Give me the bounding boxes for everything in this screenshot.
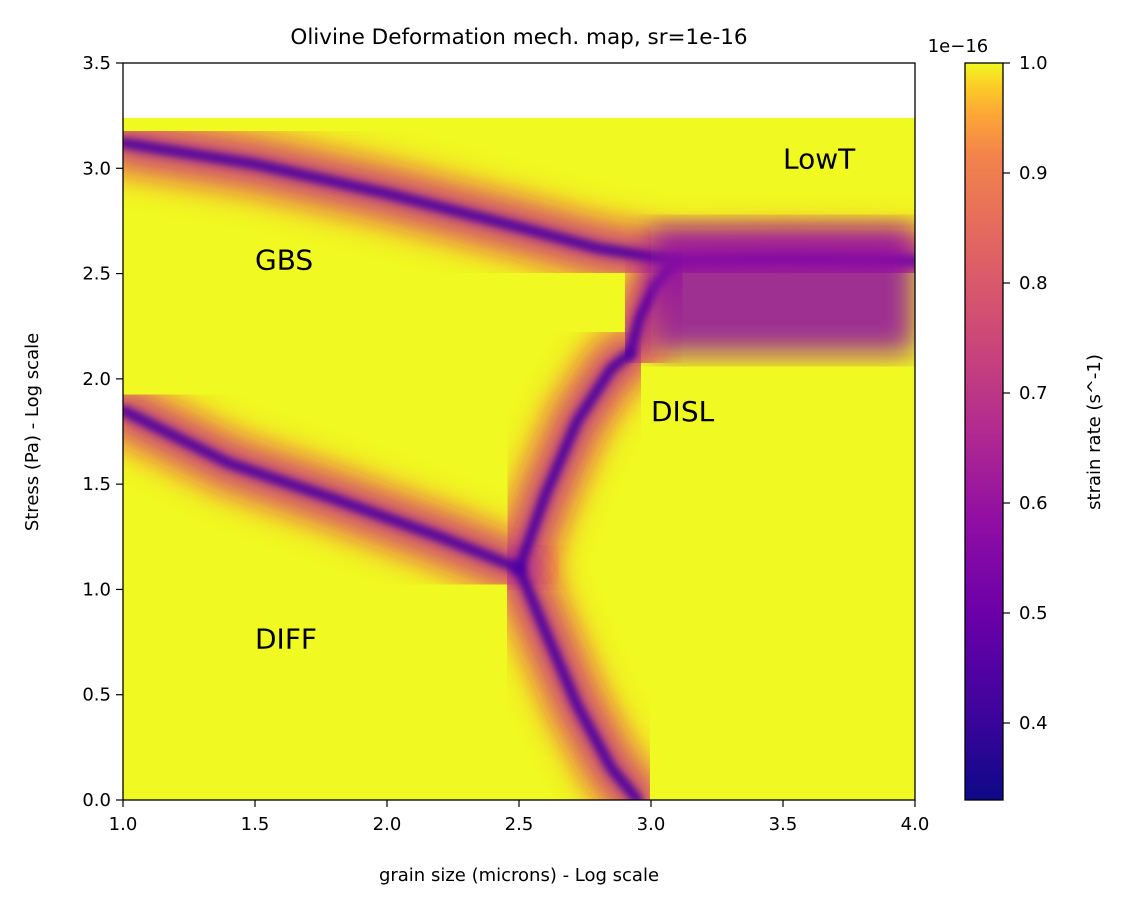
colorbar-gradient [964,62,1004,801]
y-tick-label: 1.5 [82,474,111,495]
region-label-disl: DISL [651,395,715,428]
y-tick-label: 2.5 [82,264,111,285]
y-tick-label: 0.5 [82,685,111,706]
colorbar-tick-label: 0.6 [1019,493,1048,514]
x-tick-label: 3.0 [637,814,666,835]
region-labels: LowT GBS DISL DIFF [255,142,856,655]
x-tick-label: 4.0 [901,814,930,835]
colorbar-tick-label: 0.5 [1019,603,1048,624]
region-label-gbs: GBS [255,243,313,276]
x-tick-label: 2.0 [373,814,402,835]
y-axis: 0.0 0.5 1.0 1.5 2.0 2.5 3.0 3.5 [82,53,123,811]
colorbar: 0.4 0.5 0.6 0.7 0.8 0.9 1.0 1e−16 strain rate … [928,36,1105,801]
disl-lowt-band [651,227,915,354]
colorbar-tick-label: 0.4 [1019,713,1048,734]
y-axis-label: Stress (Pa) - Log scale [22,333,43,531]
region-label-lowt: LowT [783,142,856,175]
colorbar-tick-label: 0.9 [1019,163,1048,184]
colorbar-label: strain rate (s^-1) [1084,354,1105,510]
colorbar-ticks: 0.4 0.5 0.6 0.7 0.8 0.9 1.0 [1003,53,1048,734]
chart-title: Olivine Deformation mech. map, sr=1e-16 [290,25,747,50]
colorbar-tick-label: 1.0 [1019,53,1048,74]
y-tick-label: 3.0 [82,158,111,179]
colorbar-tick-label: 0.8 [1019,273,1048,294]
colorbar-tick-label: 0.7 [1019,383,1048,404]
x-tick-label: 3.5 [769,814,798,835]
x-tick-label: 1.0 [109,814,138,835]
y-tick-label: 0.0 [82,790,111,811]
boundary-core-diff_disl [514,348,635,574]
x-axis: 1.0 1.5 2.0 2.5 3.0 3.5 4.0 [109,800,930,835]
boundary-core-gbs_diff [123,405,524,574]
plot-area [122,62,916,801]
y-tick-label: 1.0 [82,579,111,600]
y-tick-label: 3.5 [82,53,111,74]
heatmap-bands [123,117,915,800]
x-axis-label: grain size (microns) - Log scale [379,865,659,886]
x-tick-label: 1.5 [241,814,270,835]
colorbar-offset-text: 1e−16 [928,36,989,57]
boundary-core-diff_disl_low [514,563,643,800]
x-tick-label: 2.5 [505,814,534,835]
y-tick-label: 2.0 [82,369,111,390]
region-label-diff: DIFF [255,622,317,655]
